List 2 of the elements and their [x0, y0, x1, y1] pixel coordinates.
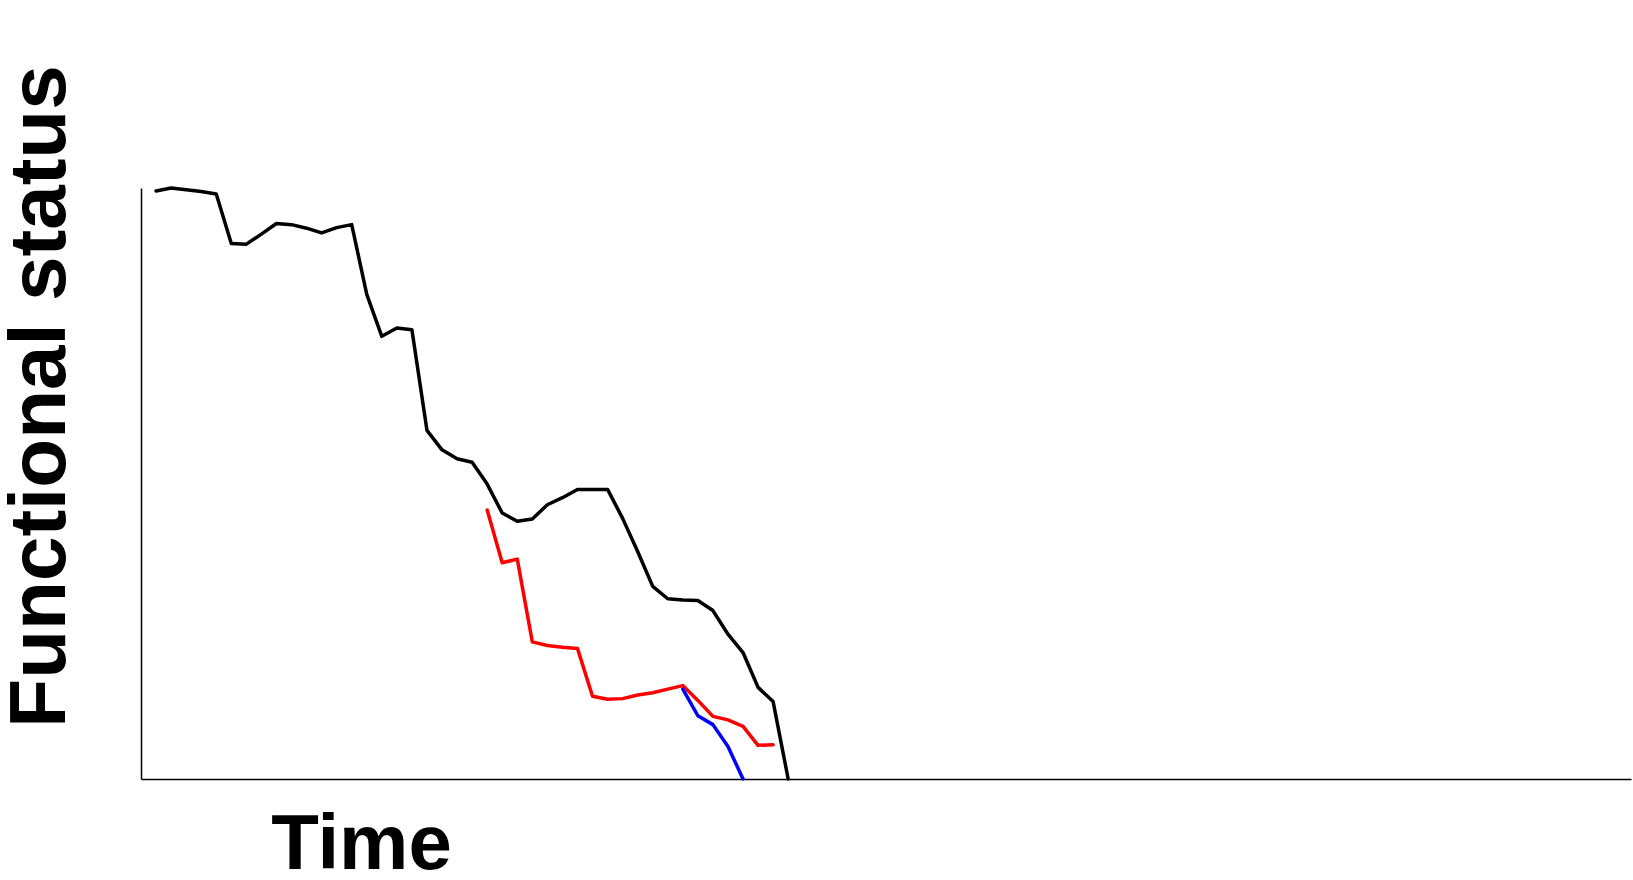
y-axis-title: Functional status — [0, 65, 82, 728]
x-axis-title: Time — [271, 797, 452, 880]
